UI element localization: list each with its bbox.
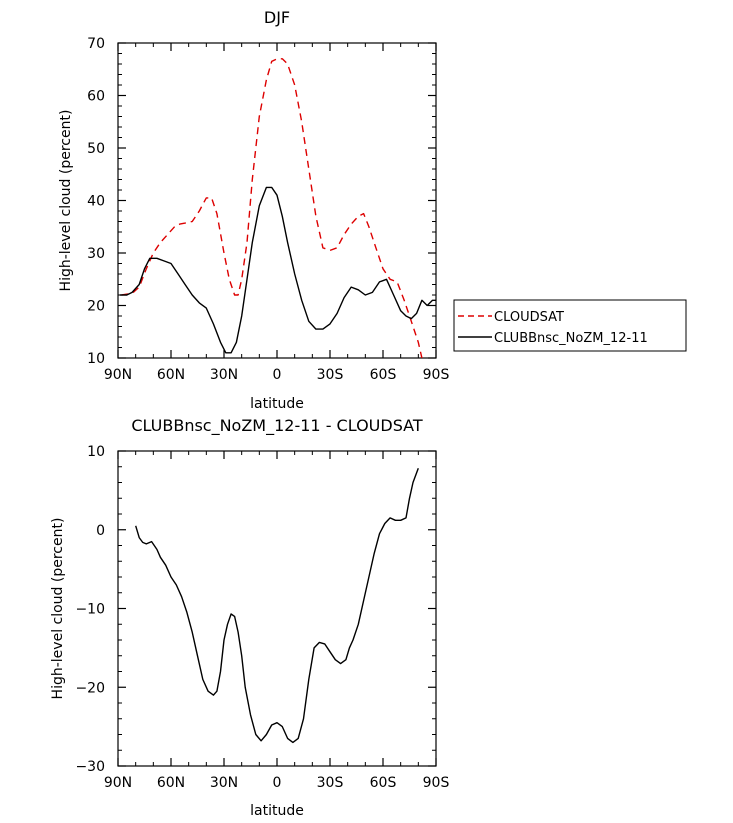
chart-title: DJF — [264, 8, 290, 27]
x-tick-label: 90S — [423, 367, 450, 383]
y-axis-label: High-level cloud (percent) — [50, 518, 66, 700]
x-tick-label: 90N — [104, 367, 132, 383]
series-line-cloudsat — [121, 58, 423, 358]
y-axis-label: High-level cloud (percent) — [58, 110, 74, 292]
plot-frame — [117, 450, 437, 767]
chart-title: CLUBBnsc_NoZM_12-11 - CLOUDSAT — [131, 416, 422, 436]
y-tick-label: −10 — [75, 602, 105, 618]
y-tick-label: −30 — [75, 759, 105, 775]
y-tick-label: 20 — [87, 299, 105, 315]
plot-frame — [117, 42, 437, 359]
series-line-difference — [135, 468, 419, 744]
x-tick-label: 60S — [370, 367, 397, 383]
x-tick-label: 90S — [423, 775, 450, 791]
x-tick-label: 60S — [370, 775, 397, 791]
x-tick-label: 60N — [157, 367, 185, 383]
chart-1: 90N 60N 30N 0 30S 60S 90S 10 20 30 40 50 60 70 DJF lati… — [58, 8, 687, 412]
y-tick-label: 0 — [96, 523, 105, 539]
y-tick-label: 10 — [87, 444, 105, 460]
x-tick-label: 30N — [210, 775, 238, 791]
series-line-clubbnsc-nozm-12-11 — [119, 186, 436, 354]
x-tick-label: 30N — [210, 367, 238, 383]
x-axis-label: latitude — [250, 803, 304, 819]
x-tick-label: 0 — [273, 367, 282, 383]
legend-entry: CLUBBnsc_NoZM_12-11 — [494, 331, 648, 346]
y-tick-label: 40 — [87, 194, 105, 210]
x-tick-label: 60N — [157, 775, 185, 791]
x-tick-label: 30S — [317, 367, 344, 383]
x-tick-label: 30S — [317, 775, 344, 791]
x-tick-label: 90N — [104, 775, 132, 791]
y-tick-label: 50 — [87, 141, 105, 157]
chart-2: 90N 60N 30N 0 30S 60S 90S −30 −20 −10 0 10 CLUBBnsc_… — [50, 416, 449, 819]
y-tick-label: 60 — [87, 89, 105, 105]
y-tick-label: 70 — [87, 36, 105, 52]
y-tick-label: 10 — [87, 351, 105, 367]
legend-box — [453, 299, 687, 352]
legend-entry: CLOUDSAT — [494, 310, 564, 325]
x-axis-label: latitude — [250, 396, 304, 412]
legend: CLOUDSAT CLUBBnsc_NoZM_12-11 — [453, 299, 687, 352]
y-tick-label: 30 — [87, 246, 105, 262]
y-tick-label: −20 — [75, 680, 105, 696]
x-tick-label: 0 — [273, 775, 282, 791]
